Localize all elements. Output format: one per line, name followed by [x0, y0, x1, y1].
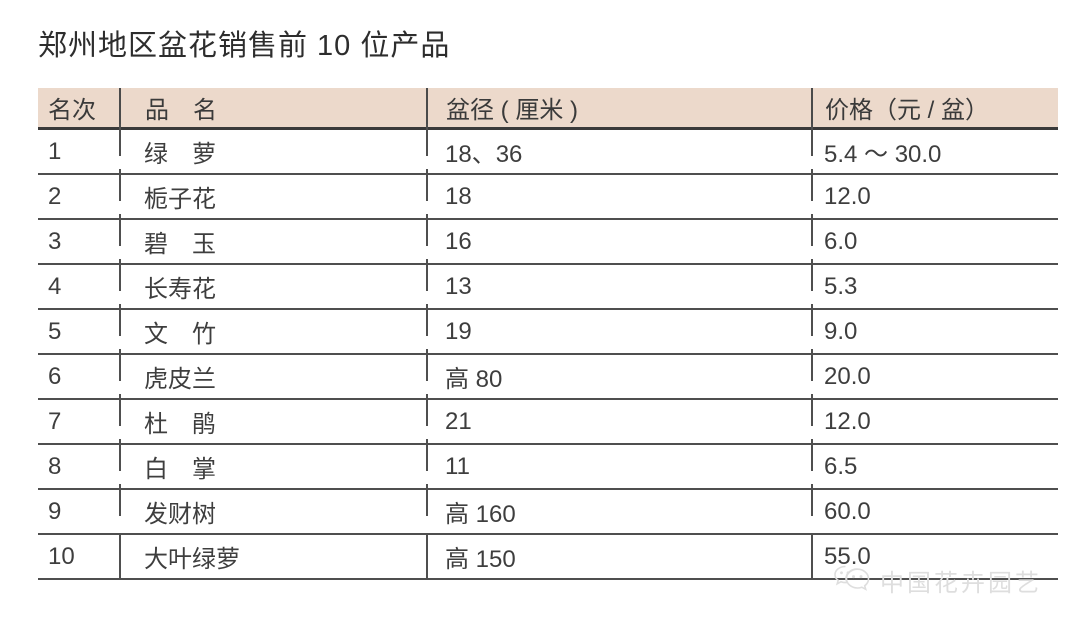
price-cell: 12.0	[811, 168, 1058, 220]
watermark-label: 中国花卉园艺	[880, 569, 1042, 597]
diameter-cell: 高 80	[426, 348, 812, 400]
diameter-cell: 高 150	[426, 532, 812, 580]
product-name-cell: 白 掌	[119, 438, 427, 490]
table-header: 名次 品 名 盆径 ( 厘米 ) 价格（元 / 盆）	[38, 88, 1058, 130]
rank-cell: 3	[38, 219, 120, 265]
col-header-product-name: 品 名	[119, 88, 427, 130]
header-row: 名次 品 名 盆径 ( 厘米 ) 价格（元 / 盆）	[38, 88, 1058, 130]
table-row: 6 虎皮兰 高 80 20.0	[38, 348, 1058, 400]
product-name-cell: 碧 玉	[119, 213, 427, 265]
diameter-cell: 16	[426, 213, 812, 265]
watermark: 中国花卉园艺	[831, 562, 1042, 598]
price-cell: 5.3	[811, 258, 1058, 310]
table-row: 9 发财树 高 160 60.0	[38, 483, 1058, 535]
diameter-cell: 13	[426, 258, 812, 310]
product-name-cell: 发财树	[119, 483, 427, 535]
price-cell: 12.0	[811, 393, 1058, 445]
table-row: 4 长寿花 13 5.3	[38, 258, 1058, 310]
price-cell: 60.0	[811, 483, 1058, 535]
table-row: 5 文 竹 19 9.0	[38, 303, 1058, 355]
wechat-icon	[831, 562, 873, 598]
potted-flower-sales-table: 名次 品 名 盆径 ( 厘米 ) 价格（元 / 盆） 1 绿 萝 18、36 5…	[38, 88, 1058, 580]
product-name-cell: 文 竹	[119, 303, 427, 355]
rank-cell: 6	[38, 354, 120, 400]
product-name-cell: 虎皮兰	[119, 348, 427, 400]
col-header-rank: 名次	[38, 88, 120, 130]
table-row: 1 绿 萝 18、36 5.4 ～ 30.0	[38, 122, 1058, 175]
table-row: 7 杜 鹃 21 12.0	[38, 393, 1058, 445]
table-body: 1 绿 萝 18、36 5.4 ～ 30.0 2 栀子花 18 12.0 3 碧…	[38, 122, 1058, 580]
product-name-cell: 栀子花	[119, 168, 427, 220]
rank-cell: 8	[38, 444, 120, 490]
rank-cell: 9	[38, 489, 120, 535]
price-cell: 9.0	[811, 303, 1058, 355]
diameter-cell: 21	[426, 393, 812, 445]
rank-cell: 1	[38, 128, 120, 175]
diameter-cell: 18	[426, 168, 812, 220]
price-cell: 55.0	[811, 532, 1058, 580]
col-header-pot-diameter: 盆径 ( 厘米 )	[426, 88, 812, 130]
product-name-cell: 大叶绿萝	[119, 532, 427, 580]
product-name-cell: 杜 鹃	[119, 393, 427, 445]
table-row: 8 白 掌 11 6.5	[38, 438, 1058, 490]
price-cell: 5.4 ～ 30.0	[811, 122, 1058, 175]
diameter-cell: 19	[426, 303, 812, 355]
table-row: 3 碧 玉 16 6.0	[38, 213, 1058, 265]
page-title: 郑州地区盆花销售前 10 位产品	[38, 30, 451, 62]
price-cell: 6.5	[811, 438, 1058, 490]
rank-cell: 7	[38, 399, 120, 445]
rank-cell: 2	[38, 174, 120, 220]
rank-cell: 10	[38, 534, 120, 580]
rank-cell: 4	[38, 264, 120, 310]
price-cell: 6.0	[811, 213, 1058, 265]
diameter-cell: 11	[426, 438, 812, 490]
product-name-cell: 长寿花	[119, 258, 427, 310]
diameter-cell: 18、36	[426, 122, 812, 175]
table-row: 2 栀子花 18 12.0	[38, 168, 1058, 220]
product-name-cell: 绿 萝	[119, 122, 427, 175]
col-header-price: 价格（元 / 盆）	[811, 88, 1058, 130]
price-cell: 20.0	[811, 348, 1058, 400]
diameter-cell: 高 160	[426, 483, 812, 535]
table-row: 10 大叶绿萝 高 150 55.0	[38, 532, 1058, 580]
rank-cell: 5	[38, 309, 120, 355]
